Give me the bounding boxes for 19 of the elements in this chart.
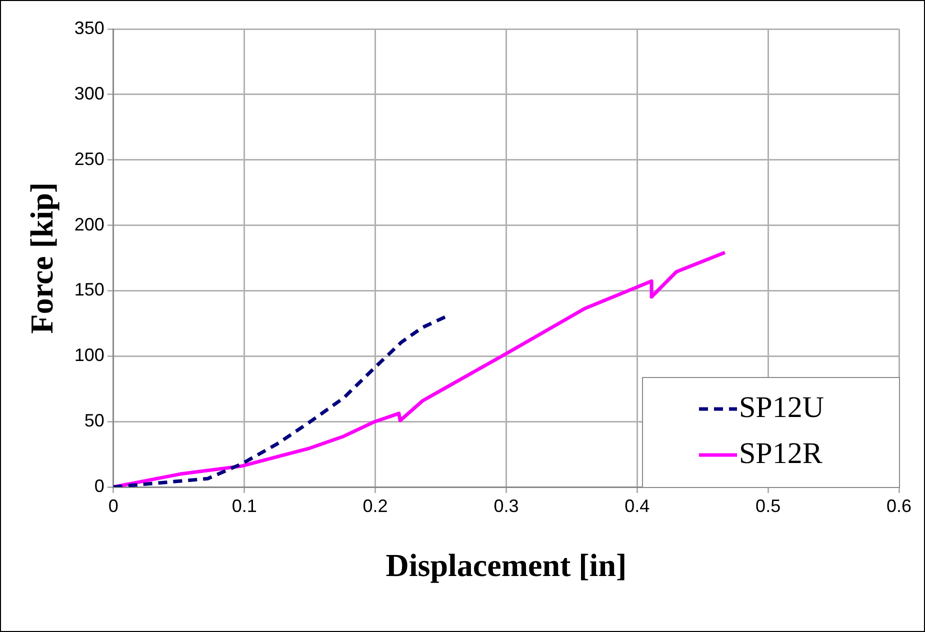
y-tick-label: 150 xyxy=(74,280,104,300)
x-tick-label: 0.4 xyxy=(624,496,650,516)
y-tick-label: 200 xyxy=(74,214,104,234)
x-tick-label: 0.2 xyxy=(362,496,388,516)
y-tick-label: 250 xyxy=(74,148,104,169)
legend-label: SP12R xyxy=(739,436,822,470)
x-tick-label: 0.1 xyxy=(232,496,257,516)
x-tick-label: 0.5 xyxy=(756,496,781,516)
x-tick-label: 0.6 xyxy=(886,496,912,516)
y-tick-label: 350 xyxy=(74,18,104,38)
x-tick-label: 0.3 xyxy=(494,496,519,516)
y-tick-label: 100 xyxy=(74,345,104,366)
x-tick-label: 0 xyxy=(108,496,118,516)
y-tick-label: 0 xyxy=(94,476,104,496)
y-tick-label: 50 xyxy=(84,410,104,431)
legend-label: SP12U xyxy=(739,390,824,424)
y-tick-label: 300 xyxy=(74,83,104,104)
y-axis-title: Force [kip] xyxy=(23,182,60,334)
x-axis-title: Displacement [in] xyxy=(386,547,627,584)
